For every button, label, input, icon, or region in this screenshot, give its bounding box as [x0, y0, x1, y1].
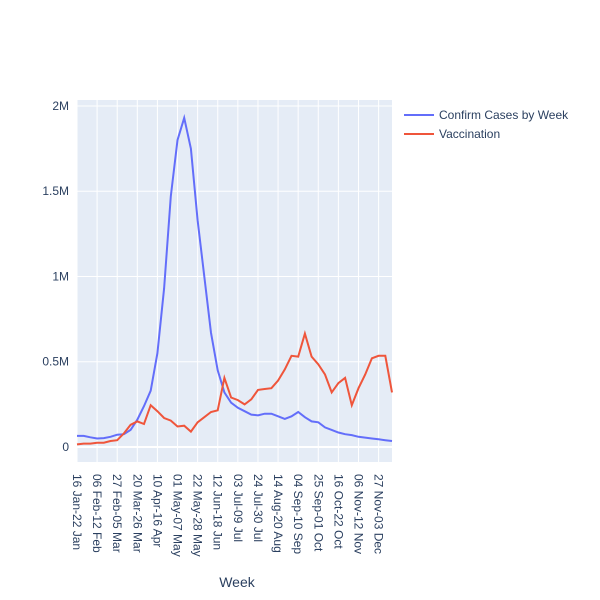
x-tick-label: 12 Jun-18 Jun	[211, 474, 225, 550]
x-tick-label: 01 May-07 May	[171, 474, 185, 557]
x-axis-title: Week	[219, 574, 256, 590]
plot-area	[77, 100, 392, 462]
x-tick-label: 10 Apr-16 Apr	[150, 474, 164, 547]
y-tick-label: 0	[62, 440, 69, 454]
x-tick-label: 27 Feb-05 Mar	[110, 474, 124, 553]
x-tick-label: 22 May-28 May	[191, 474, 205, 557]
series-line	[77, 113, 393, 442]
x-tick-label: 24 Jul-30 Jul	[251, 474, 265, 542]
x-tick-label: 16 Jan-22 Jan	[70, 474, 84, 550]
legend-label: Vaccination	[439, 127, 500, 141]
x-tick-label: 06 Nov-12 Nov	[351, 474, 365, 554]
series-line	[76, 330, 393, 446]
x-tick-label: 27 Nov-03 Dec	[372, 474, 386, 554]
y-tick-label: 1M	[52, 269, 69, 283]
x-tick-label: 25 Sep-01 Oct	[311, 474, 325, 552]
x-tick-label: 20 Mar-26 Mar	[130, 474, 144, 553]
x-tick-label: 04 Sep-10 Sep	[291, 474, 305, 554]
legend-label: Confirm Cases by Week	[439, 108, 569, 122]
y-tick-label: 0.5M	[42, 355, 69, 369]
x-tick-label: 03 Jul-09 Jul	[231, 474, 245, 542]
y-tick-label: 2M	[52, 99, 69, 113]
x-tick-label: 06 Feb-12 Feb	[90, 474, 104, 553]
x-tick-label: 16 Oct-22 Oct	[331, 474, 345, 549]
x-tick-label: 14 Aug-20 Aug	[271, 474, 285, 553]
y-tick-label: 1.5M	[42, 184, 69, 198]
